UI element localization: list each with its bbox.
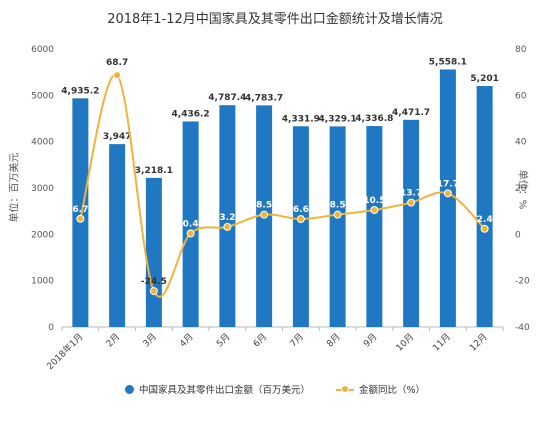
yoy-value-label: 13.7	[400, 189, 422, 199]
bar-value-label: 4,336.8	[355, 114, 393, 124]
legend-label-yoy: 金额同比（%）	[358, 385, 426, 396]
bar-value-label: 5,201	[470, 74, 498, 84]
legend-label-export-value: 中国家具及其零件出口金额（百万美元）	[138, 385, 310, 396]
x-tick-label: 9月	[361, 331, 379, 349]
bar	[182, 121, 199, 327]
legend-item-export-value[interactable]: 中国家具及其零件出口金额（百万美元）	[124, 382, 310, 396]
bar-value-label: 4,787.4	[208, 93, 246, 103]
bar	[476, 86, 493, 328]
x-tick-label: 11月	[431, 331, 453, 353]
x-tick-label: 7月	[288, 331, 306, 349]
bar	[219, 105, 236, 327]
y-tick-label-right: 80	[515, 45, 527, 55]
yoy-point	[76, 214, 85, 223]
y-axis-left-title: 单位：百万美元	[9, 152, 21, 223]
bar-value-label: 4,436.2	[172, 109, 210, 119]
yoy-point	[223, 222, 232, 231]
y-axis-right-title: 单位：%	[516, 169, 528, 210]
yoy-point	[113, 71, 122, 80]
bar	[72, 98, 89, 328]
yoy-point	[296, 215, 305, 224]
x-tick-label: 6月	[251, 331, 269, 349]
chart-title: 2018年1-12月中国家具及其零件出口金额统计及增长情况	[107, 12, 443, 27]
bar-value-label: 3,947	[103, 132, 131, 142]
yoy-value-label: 8.5	[256, 201, 272, 211]
x-tick-label: 5月	[214, 331, 232, 349]
chart-legend: 中国家具及其零件出口金额（百万美元） 金额同比（%）	[0, 382, 550, 396]
legend-item-yoy[interactable]: 金额同比（%）	[335, 382, 426, 396]
y-tick-label-left: 0	[48, 323, 54, 333]
yoy-point	[480, 224, 489, 233]
yoy-value-label: 0.4	[183, 219, 199, 229]
yoy-value-label: 10.5	[363, 196, 385, 206]
yoy-value-label: 6.7	[72, 205, 88, 215]
line-series-swatch	[335, 384, 354, 394]
bar-value-label: 3,218.1	[135, 166, 173, 176]
bar	[109, 144, 126, 327]
bar	[403, 119, 420, 327]
bar-series-swatch	[124, 384, 134, 394]
y-tick-label-left: 6000	[31, 45, 54, 55]
yoy-value-label: 17.7	[437, 179, 459, 189]
yoy-point	[149, 287, 158, 296]
x-tick-label: 2月	[104, 331, 122, 349]
yoy-value-label: 68.7	[106, 58, 128, 68]
y-tick-label-left: 5000	[31, 91, 54, 101]
y-tick-label-right: 60	[515, 91, 527, 101]
y-tick-label-left: 1000	[31, 277, 54, 287]
yoy-point	[370, 206, 379, 215]
yoy-point	[186, 229, 195, 238]
yoy-value-label: -24.5	[141, 277, 167, 287]
bar-value-label: 4,935.2	[61, 86, 99, 96]
y-tick-label-right: 40	[515, 138, 527, 148]
bar	[366, 126, 383, 327]
y-tick-label-left: 3000	[31, 184, 54, 194]
yoy-value-label: 2.4	[477, 215, 493, 225]
bar-value-label: 4,329.1	[319, 114, 357, 124]
bar-value-label: 4,783.7	[245, 93, 283, 103]
bar-value-label: 4,331.9	[282, 114, 320, 124]
yoy-value-label: 6.6	[293, 205, 309, 215]
x-tick-label: 8月	[325, 331, 343, 349]
yoy-point	[407, 198, 416, 207]
x-tick-label: 2018年1月	[44, 331, 85, 372]
yoy-value-label: 3.2	[219, 213, 235, 223]
y-tick-label-right: -40	[515, 323, 530, 333]
y-tick-label-left: 2000	[31, 230, 54, 240]
y-tick-label-right: 0	[515, 230, 521, 240]
x-tick-label: 4月	[178, 331, 196, 349]
y-tick-label-right: -20	[515, 277, 530, 287]
x-tick-label: 10月	[394, 331, 416, 353]
bar	[145, 177, 162, 327]
bar	[292, 126, 309, 327]
y-tick-label-right: 20	[515, 184, 527, 194]
yoy-point	[333, 210, 342, 219]
bar-value-label: 5,558.1	[429, 57, 467, 67]
y-tick-label-left: 4000	[31, 138, 54, 148]
bar	[329, 126, 346, 327]
x-tick-label: 3月	[141, 331, 159, 349]
bar	[439, 69, 456, 327]
x-tick-label: 12月	[468, 331, 490, 353]
yoy-value-label: 8.5	[330, 201, 346, 211]
yoy-point	[260, 210, 269, 219]
yoy-point	[443, 189, 452, 198]
bar-value-label: 4,471.7	[392, 108, 430, 118]
